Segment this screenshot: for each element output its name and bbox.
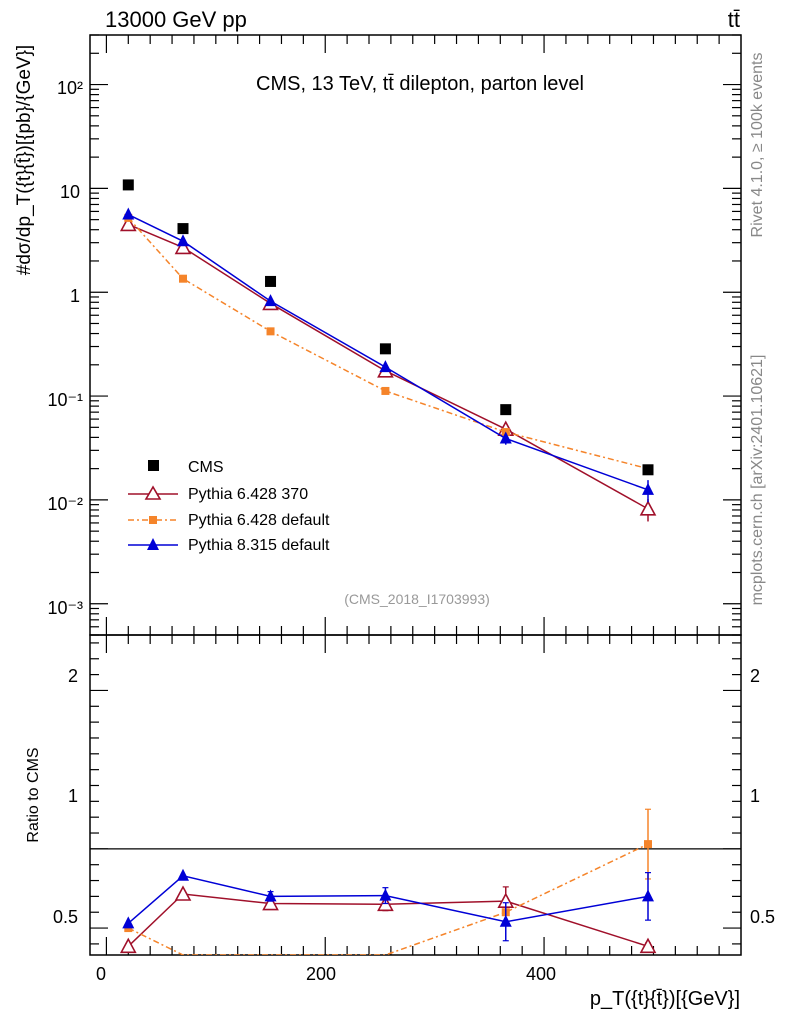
main-series-layer	[119, 179, 657, 522]
y-axis-label: #dσ/dp_T({t}{t̄})[{pb}/{GeV}]	[14, 45, 35, 275]
ratio-point-pythia-6-428-default	[644, 840, 652, 849]
source-site-label: mcplots.cern.ch [arXiv:2401.10621]	[749, 355, 766, 606]
ratio-y-tick-label-right: 0.5	[750, 907, 775, 927]
series-line-pythia-6-428-default	[127, 217, 649, 470]
data-point-cms	[500, 404, 512, 416]
ratio-y-tick-label-left: 1	[68, 786, 78, 806]
data-point-pythia-6-428-default	[266, 327, 275, 336]
y-tick-label: 10⁻³	[47, 598, 83, 618]
analysis-watermark: (CMS_2018_I1703993)	[344, 591, 490, 607]
ratio-point-pythia-6-428-370	[119, 937, 137, 954]
ratio-point-pythia-8-315-default	[379, 888, 392, 901]
x-tick-label: 400	[526, 964, 556, 984]
ratio-point-pythia-6-428-370	[262, 894, 279, 911]
axis-ticks	[90, 34, 741, 955]
ratio-y-tick-label-left: 0.5	[53, 907, 78, 927]
rivet-version-label: Rivet 4.1.0, ≥ 100k events	[749, 53, 766, 238]
y-tick-label: 1	[70, 286, 80, 306]
x-tick-label: 200	[306, 964, 336, 984]
legend-marker-pythia8-default	[147, 538, 159, 550]
data-point-pythia-8-315-default	[379, 360, 392, 373]
data-point-pythia-6-428-370	[119, 215, 137, 232]
data-point-pythia-6-428-370	[639, 500, 657, 516]
ratio-y-axis-label: Ratio to CMS	[25, 747, 42, 842]
data-point-pythia-6-428-default	[381, 386, 390, 395]
ratio-line-pythia-8-315-default	[127, 874, 649, 924]
data-point-cms	[265, 275, 277, 287]
legend-label-pythia6-default: Pythia 6.428 default	[188, 512, 330, 529]
ratio-point-pythia-8-315-default	[642, 889, 654, 902]
legend-marker-pythia6-370	[144, 485, 162, 500]
series-line-pythia-8-315-default	[127, 213, 649, 491]
data-point-pythia-8-315-default	[122, 207, 135, 220]
y-tick-label: 10⁻²	[47, 494, 83, 514]
data-point-pythia-8-315-default	[499, 431, 512, 444]
legend-label-pythia8-default: Pythia 8.315 default	[188, 537, 330, 554]
data-point-cms	[379, 343, 391, 355]
data-point-pythia-6-428-370	[174, 238, 192, 255]
ratio-point-pythia-8-315-default	[177, 868, 189, 881]
data-point-cms	[177, 223, 189, 235]
x-tick-labels: 0 200 400	[96, 964, 556, 984]
y-tick-label: 10	[60, 182, 80, 202]
ratio-y-tick-labels: 0.5 1 2 0.5 1 2	[53, 666, 775, 927]
ratio-series-group	[119, 808, 657, 955]
y-tick-labels: 10⁻³ 10⁻² 10⁻¹ 1 10 10²	[47, 78, 83, 618]
legend-marker-cms	[148, 460, 159, 471]
data-point-pythia-6-428-default	[179, 274, 187, 283]
header-energy-label: 13000 GeV pp	[105, 7, 247, 32]
legend-marker-pythia6-default	[149, 516, 157, 524]
ratio-y-tick-label-left: 2	[68, 666, 78, 686]
series-line-pythia-6-428-370	[128, 223, 649, 510]
ratio-point-pythia-8-315-default	[499, 914, 512, 927]
ratio-y-tick-label-right: 1	[750, 786, 760, 806]
ratio-plot-frame	[89, 634, 742, 956]
legend-label-pythia6-370: Pythia 6.428 370	[188, 486, 308, 503]
chart-title: CMS, 13 TeV, tt̄ dilepton, parton level	[256, 73, 584, 95]
ratio-y-tick-label-right: 2	[750, 666, 760, 686]
data-point-pythia-8-315-default	[642, 482, 654, 495]
ratio-point-pythia-8-315-default	[122, 916, 135, 929]
data-point-cms	[642, 464, 654, 476]
ratio-point-pythia-6-428-370	[174, 885, 192, 901]
ratio-line-pythia-6-428-370	[127, 893, 649, 948]
legend-label-cms: CMS	[188, 459, 224, 476]
data-point-pythia-8-315-default	[264, 294, 277, 307]
ratio-series-layer	[119, 808, 657, 955]
header-process-label: tt̄	[728, 7, 740, 32]
y-tick-label: 10²	[57, 78, 83, 98]
data-point-cms	[122, 179, 134, 191]
x-axis-label: p_T({t}{t̄})[{GeV}]	[590, 988, 740, 1010]
ratio-point-pythia-6-428-370	[639, 937, 657, 954]
legend: CMS Pythia 6.428 370 Pythia 6.428 defaul…	[128, 459, 330, 554]
ratio-point-pythia-8-315-default	[264, 889, 277, 902]
data-point-pythia-8-315-default	[177, 234, 189, 247]
y-tick-label: 10⁻¹	[47, 390, 83, 410]
x-tick-label: 0	[96, 964, 106, 984]
